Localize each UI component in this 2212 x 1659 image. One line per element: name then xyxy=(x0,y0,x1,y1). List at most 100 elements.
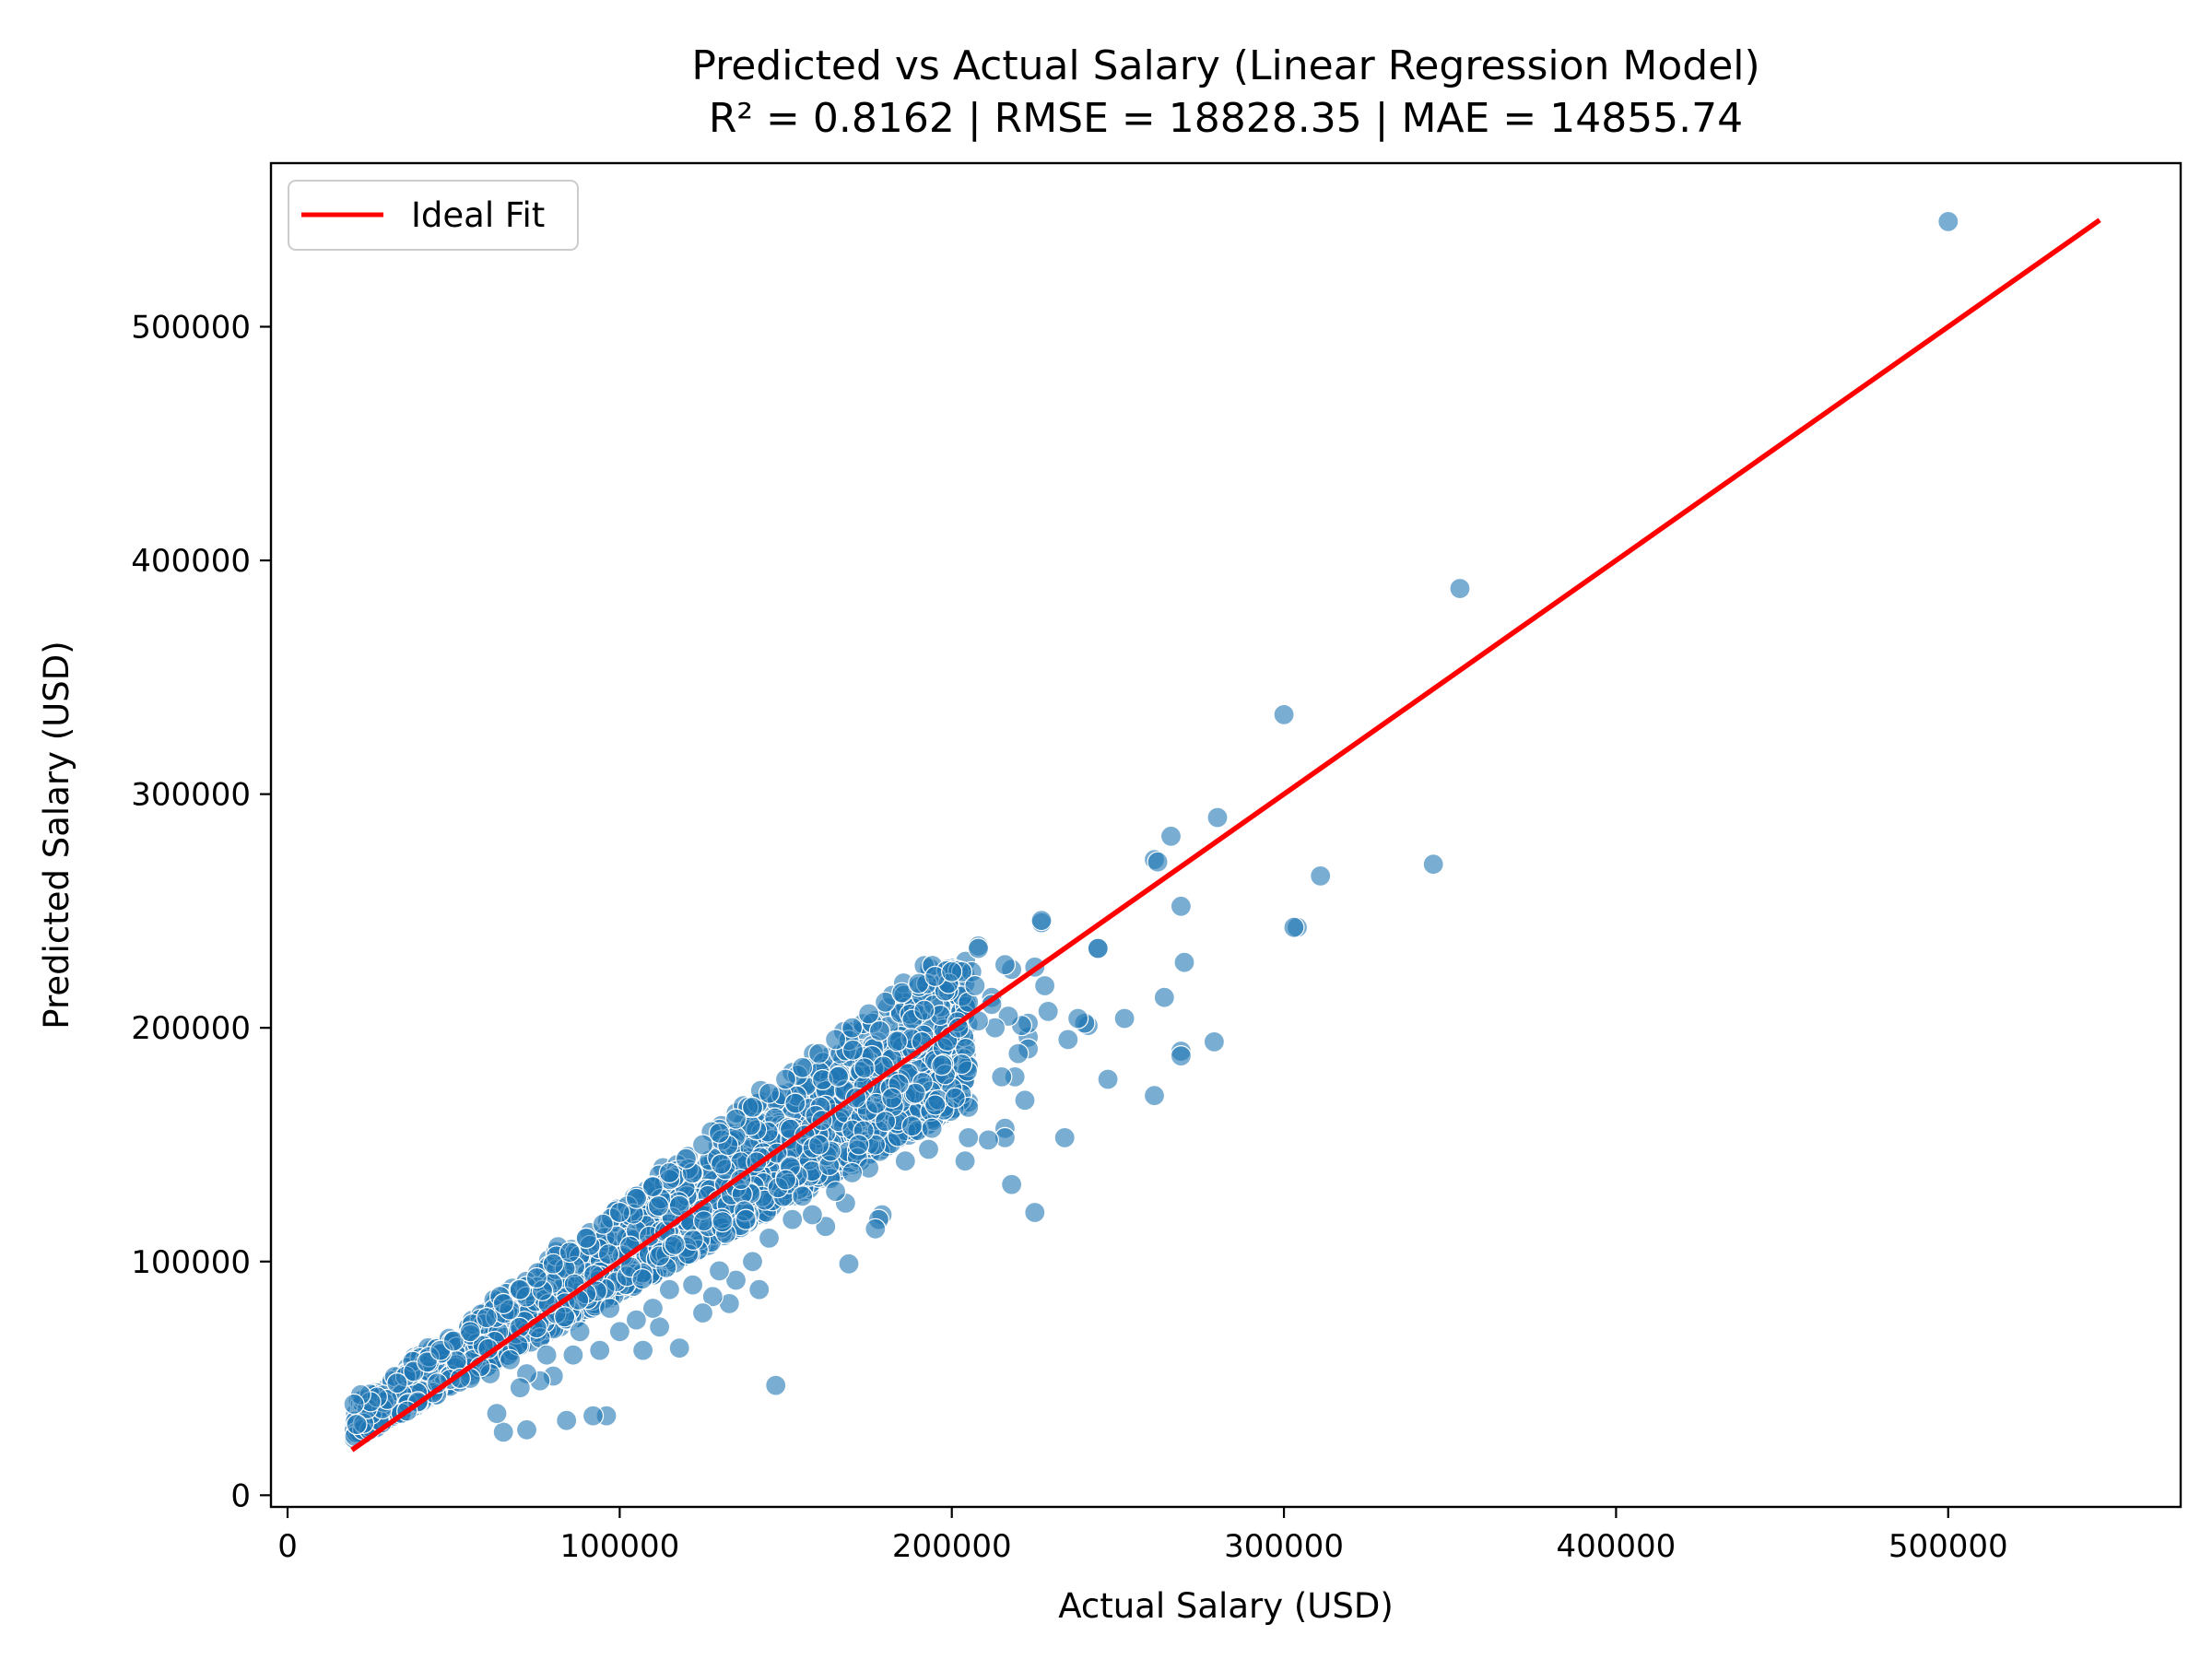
scatter-point xyxy=(1087,937,1109,959)
scatter-point xyxy=(486,1402,508,1425)
scatter-point xyxy=(658,1278,681,1300)
scatter-point xyxy=(648,1316,671,1338)
scatter-point xyxy=(807,1134,830,1156)
scatter-point xyxy=(608,1321,631,1343)
scatter-point xyxy=(958,1126,980,1149)
scatter-point xyxy=(710,1153,733,1175)
scatter-point xyxy=(1170,1044,1193,1067)
scatter-point xyxy=(782,1208,804,1230)
scatter-point xyxy=(1170,895,1193,917)
scatter-point xyxy=(553,1306,576,1328)
scatter-point xyxy=(1024,1201,1046,1224)
scatter-point xyxy=(692,1210,715,1232)
y-tick-label: 500000 xyxy=(131,309,251,346)
x-tick-label: 500000 xyxy=(1888,1528,2008,1565)
scatter-point xyxy=(724,1269,747,1291)
scatter-point xyxy=(824,1029,847,1051)
scatter-point xyxy=(1030,909,1053,932)
scatter-point xyxy=(682,1229,704,1252)
scatter-point xyxy=(874,991,897,1013)
scatter-point xyxy=(708,1122,731,1144)
scatter-point xyxy=(857,1003,880,1025)
scatter-point xyxy=(913,999,935,1021)
scatter-point xyxy=(608,1201,631,1224)
scatter-point xyxy=(1449,577,1471,600)
scatter-point xyxy=(597,1243,620,1265)
scatter-point xyxy=(886,1030,909,1053)
scatter-point xyxy=(1113,1007,1135,1030)
ideal-fit-line xyxy=(350,218,2101,1453)
scatter-point xyxy=(346,1413,368,1436)
scatter-point xyxy=(848,1134,870,1156)
scatter-point xyxy=(625,1309,648,1331)
x-axis-ticks: 0 100000 200000 300000 400000 500000 xyxy=(277,1507,2008,1565)
scatter-point xyxy=(841,1017,864,1039)
scatter-point xyxy=(515,1418,538,1441)
scatter-point xyxy=(801,1204,824,1226)
scatter-point xyxy=(1053,1126,1076,1149)
scatter-point xyxy=(774,1068,797,1090)
scatter-point xyxy=(641,1297,665,1320)
scatter-point xyxy=(1153,986,1175,1008)
scatter-point xyxy=(631,1339,654,1361)
scatter-point xyxy=(967,937,990,959)
x-tick-label: 200000 xyxy=(892,1528,1012,1565)
scatter-point xyxy=(562,1344,584,1366)
scatter-point xyxy=(904,1082,926,1104)
scatter-point xyxy=(1937,210,1959,232)
y-tick-label: 400000 xyxy=(131,543,251,580)
scatter-point xyxy=(758,1082,781,1104)
scatter-point xyxy=(824,1181,847,1203)
scatter-point xyxy=(569,1321,591,1343)
scatter-point xyxy=(681,1274,704,1296)
x-tick-label: 0 xyxy=(277,1528,298,1565)
scatter-point xyxy=(741,1096,764,1119)
scatter-point xyxy=(1066,1007,1089,1030)
scatter-point xyxy=(1037,1000,1059,1023)
y-tick-label: 0 xyxy=(230,1477,251,1514)
scatter-point xyxy=(977,1129,1000,1151)
scatter-point xyxy=(1033,974,1056,997)
scatter-point xyxy=(575,1227,597,1250)
scatter-point xyxy=(625,1187,648,1209)
scatter-point xyxy=(994,954,1017,976)
scatter-point xyxy=(492,1421,514,1443)
scatter-point xyxy=(874,1110,897,1133)
scatter-point xyxy=(944,1087,966,1109)
scatter-point xyxy=(791,1185,814,1207)
scatter-point xyxy=(741,1251,764,1273)
scatter-point xyxy=(881,1087,903,1109)
scatter-point xyxy=(735,1208,757,1230)
scatter-point xyxy=(525,1266,547,1289)
x-axis-label: Actual Salary (USD) xyxy=(1058,1586,1394,1626)
scatter-point xyxy=(559,1241,581,1264)
scatter-point xyxy=(1173,951,1195,973)
scatter-point xyxy=(1273,703,1295,726)
scatter-point xyxy=(917,1138,940,1160)
scatter-point xyxy=(774,1169,797,1191)
scatter-point xyxy=(556,1409,578,1431)
scatter-point xyxy=(724,1108,747,1130)
scatter-point xyxy=(592,1213,614,1235)
scatter-point xyxy=(1159,825,1182,847)
scatter-point xyxy=(791,1056,814,1078)
scatter-point xyxy=(807,1042,830,1065)
legend-ideal-fit-label: Ideal Fit xyxy=(411,195,545,235)
chart-subtitle: R² = 0.8162 | RMSE = 18828.35 | MAE = 14… xyxy=(709,95,1743,142)
scatter-point xyxy=(1143,1085,1166,1107)
scatter-point xyxy=(841,1161,864,1184)
scatter-point xyxy=(991,1065,1013,1088)
scatter-point xyxy=(1000,1173,1023,1195)
scatter-point xyxy=(868,1019,891,1042)
scatter-point xyxy=(1147,851,1169,873)
scatter-point xyxy=(1097,1068,1119,1090)
scatter-point xyxy=(343,1393,365,1416)
scatter-point xyxy=(841,1039,865,1061)
scatter-point xyxy=(658,1161,681,1184)
y-axis-ticks: 0 100000 200000 300000 400000 500000 xyxy=(131,309,271,1514)
plot-frame xyxy=(269,161,2183,1509)
scatter-point xyxy=(784,1092,806,1114)
scatter-point xyxy=(542,1253,564,1275)
scatter-point xyxy=(509,1278,531,1300)
